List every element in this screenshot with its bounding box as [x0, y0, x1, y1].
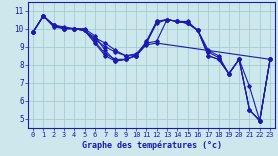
X-axis label: Graphe des températures (°c): Graphe des températures (°c) — [81, 141, 222, 150]
